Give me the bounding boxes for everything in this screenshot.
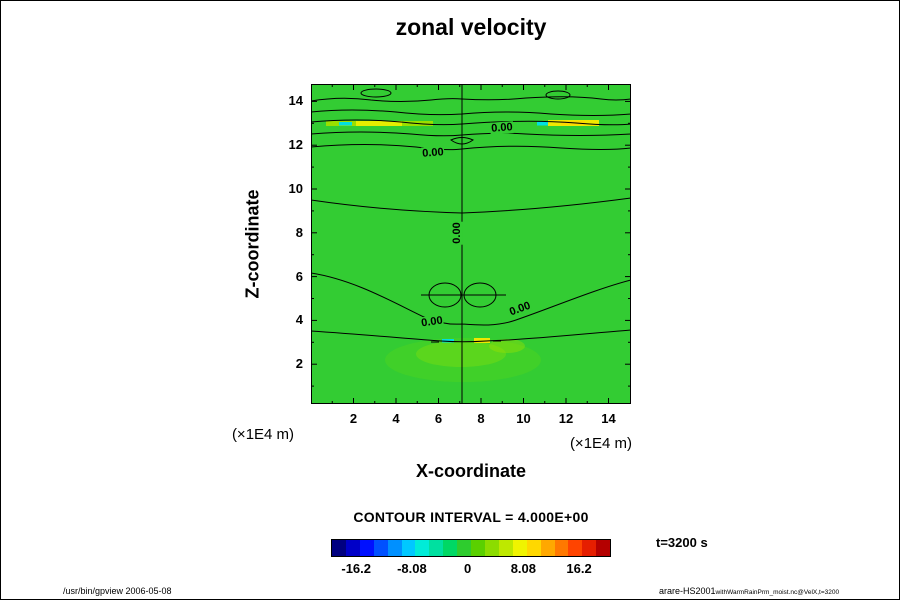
upper-contour-5 [311,144,631,151]
right-negative-patch [537,121,548,126]
y-axis-unit: (×1E4 m) [231,426,295,443]
contour-label: 0.00 [506,299,534,319]
colorbar-tick-label: 8.08 [510,561,537,576]
footer-dataset-main: arare-HS2001 [659,586,716,596]
plot-area: 0.00 0.00 0.00 0.00 0.00 [311,84,631,404]
colorbar-tick-labels: -16.2 -8.08 0 8.08 16.2 [331,561,611,577]
colorbar-tick-label: 0 [464,561,472,576]
lower-undulating-contour [311,272,631,326]
colorbar-segment [596,540,611,556]
lower-negative-patch [442,339,454,343]
colorbar-segment [332,540,346,556]
colorbar-segment [582,540,597,556]
footer-command-text: /usr/bin/gpview 2006-05-08 [63,586,172,596]
zero-contour-lines [311,84,631,404]
colorbar-segment [345,540,360,556]
y-tick-label: 6 [295,268,303,284]
closed-lobe-left [428,282,462,308]
contour-label: 0.00 [489,121,515,135]
contour-label-layer: 0.00 0.00 0.00 0.00 0.00 [311,84,631,404]
x-tick-label: 4 [392,411,400,426]
colorbar-segment [526,540,541,556]
contour-label: 0.00 [419,314,445,330]
top-closed-contour-left [360,88,392,98]
footer-dataset-sub: withWarmRainPrm_moist.nc@VelX,t=3200 [715,589,840,596]
chart-title: zonal velocity [395,14,547,40]
x-tick-label: 12 [558,411,574,426]
colorbar-segment [484,540,499,556]
contour-interval-text: CONTOUR INTERVAL = 4.000E+00 [353,509,589,525]
left-positive-streak-core [356,121,402,126]
upper-contour-2 [311,109,631,116]
footer-dataset-text: arare-HS2001withWarmRainPrm_moist.nc@Vel… [659,586,839,596]
upper-contour-4 [311,131,631,137]
x-axis-label: X-coordinate [415,461,526,481]
y-axis-ticks: 2 4 6 8 10 12 14 [259,1,303,599]
bottom-tint-right [489,339,525,353]
bottom-tint-core [416,341,506,367]
lower-positive-patch [474,338,490,343]
colorbar-segment [415,540,430,556]
upper-contour-3 [311,119,631,126]
colorbar-segment [471,540,485,556]
colorbar-segment [373,540,388,556]
bottom-contour [311,329,631,343]
colorbar-segment [387,540,402,556]
color-fill-anomalies [326,120,599,382]
x-tick-label: 14 [601,411,616,426]
colorbar-segment [512,540,527,556]
colorbar-segment [359,540,374,556]
upper-contour-1 [311,96,631,102]
y-tick-label: 10 [288,181,303,196]
y-tick-label: 4 [295,312,303,328]
y-tick-label: 2 [295,356,303,372]
small-closed-contour-center [450,137,474,145]
x-axis-unit: (×1E4 m) [569,435,633,452]
y-tick-label: 14 [288,93,303,109]
colorbar-segment [540,540,555,556]
contour-label: 0.00 [450,221,464,245]
closed-lobe-right [463,282,497,308]
colorbar [331,539,611,557]
colorbar-segment [429,540,444,556]
top-closed-contour-right [545,90,571,100]
bottom-tint-blob [385,338,541,382]
colorbar-segment [443,540,458,556]
x-tick-label: 2 [349,411,358,426]
colorbar-segment [457,540,472,556]
y-tick-label: 12 [288,137,303,153]
left-negative-patch [339,122,352,126]
colorbar-segment [554,540,569,556]
colorbar-segment [568,540,583,556]
axis-tick-marks [311,84,631,404]
colorbar-tick-label: 16.2 [566,561,592,576]
plot-border [311,84,631,404]
x-tick-label: 10 [516,411,531,426]
contour-label: 0.00 [420,146,446,160]
x-tick-label: 6 [434,411,443,426]
colorbar-segment [401,540,416,556]
colorbar-tick-label: -16.2 [341,561,372,576]
contour-plot-svg [311,84,631,404]
x-axis-ticks: 2 4 6 8 10 12 14 [1,411,899,431]
time-label: t=3200 s [656,535,708,550]
colorbar-segment [498,540,513,556]
y-tick-label: 8 [295,224,303,240]
mid-arc-contour [311,197,631,214]
colorbar-tick-label: -8.08 [397,561,427,576]
x-tick-label: 8 [477,411,485,426]
